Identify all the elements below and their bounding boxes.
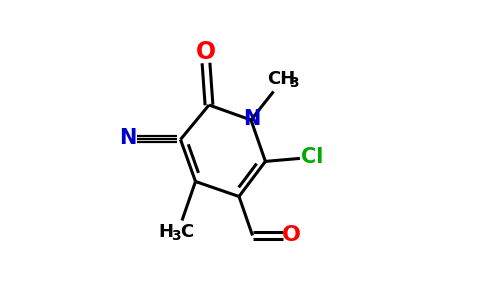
- Text: O: O: [281, 225, 301, 245]
- Text: N: N: [120, 128, 136, 148]
- Text: O: O: [196, 40, 216, 64]
- Text: 3: 3: [289, 76, 299, 90]
- Text: CH: CH: [267, 70, 295, 88]
- Text: N: N: [243, 110, 260, 129]
- Text: C: C: [180, 223, 193, 241]
- Text: H: H: [158, 223, 173, 241]
- Text: Cl: Cl: [301, 147, 323, 166]
- Text: 3: 3: [171, 229, 181, 242]
